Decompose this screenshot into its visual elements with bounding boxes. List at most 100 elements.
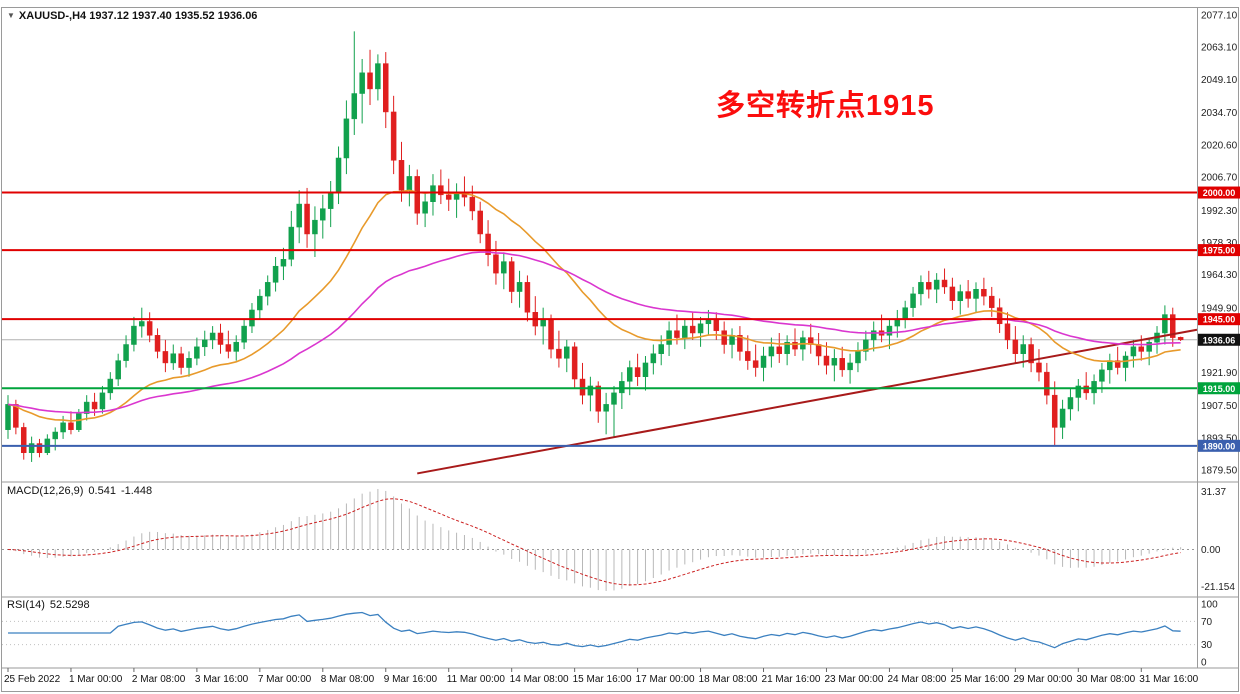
candle-body <box>587 385 594 396</box>
candle-body <box>713 318 720 331</box>
candle-body <box>571 346 578 380</box>
candle-body <box>1036 362 1042 373</box>
candle-body <box>1138 346 1145 352</box>
price-tag <box>1198 333 1240 346</box>
candle-body <box>1067 397 1074 410</box>
candle-body <box>312 219 318 235</box>
candle-body <box>485 233 491 255</box>
candle-body <box>202 339 208 348</box>
candle-body <box>1114 360 1121 368</box>
candle-body <box>1177 337 1184 341</box>
price-tag-label: 1890.00 <box>1203 441 1236 451</box>
time-axis-label: 14 Mar 08:00 <box>510 674 569 685</box>
candle-body <box>784 341 790 354</box>
candle-body <box>304 203 310 235</box>
candle-body <box>823 355 830 366</box>
price-tag <box>1198 186 1240 199</box>
rsi-axis-label: 0 <box>1201 658 1207 669</box>
price-axis-label: 2063.10 <box>1201 43 1238 54</box>
candle-body <box>367 72 373 90</box>
rsi-axis-label: 30 <box>1201 640 1213 651</box>
candle-body <box>327 192 334 209</box>
time-axis-label: 21 Mar 16:00 <box>762 674 821 685</box>
candle-body <box>611 392 617 405</box>
macd-value-main: 0.541 <box>88 485 116 497</box>
candle-body <box>5 404 11 430</box>
candle-body <box>540 318 546 327</box>
time-axis-label: 29 Mar 00:00 <box>1013 674 1072 685</box>
candle-body <box>414 176 420 214</box>
time-axis-label: 7 Mar 00:00 <box>258 674 312 685</box>
rsi-value: 52.5298 <box>49 599 90 611</box>
candle-body <box>847 362 853 371</box>
candle-body <box>154 335 161 352</box>
candle-body <box>233 341 239 352</box>
candle-body <box>839 358 845 371</box>
candle-body <box>445 194 452 200</box>
time-axis-label: 2 Mar 08:00 <box>132 674 186 685</box>
trendline <box>417 328 1198 475</box>
candle-body <box>438 185 444 196</box>
price-tag-label: 1975.00 <box>1203 246 1236 256</box>
time-axis-label: 3 Mar 16:00 <box>195 674 249 685</box>
candle-body <box>194 346 200 359</box>
candle-body <box>996 307 1003 325</box>
price-tag-label: 1945.00 <box>1203 315 1236 325</box>
candle-body <box>280 259 287 267</box>
candle-body <box>99 392 106 410</box>
price-axis-label: 2006.70 <box>1201 173 1238 184</box>
candle-body <box>989 295 995 308</box>
candle-body <box>296 203 302 228</box>
candle-body <box>91 401 98 410</box>
candle-body <box>477 210 483 235</box>
price-axis-label: 1907.50 <box>1201 401 1238 412</box>
rsi-axis-label: 100 <box>1201 600 1218 611</box>
price-axis-label: 2020.60 <box>1201 141 1238 152</box>
candle-body <box>870 330 877 341</box>
candle-body <box>792 341 798 350</box>
candle-body <box>288 226 295 260</box>
candle-body <box>508 261 515 292</box>
candle-body <box>902 307 908 320</box>
candle-body <box>933 279 940 290</box>
candle-body <box>619 381 625 394</box>
candle-body <box>186 358 192 368</box>
price-tag-label: 1915.00 <box>1203 384 1236 394</box>
rsi-panel-label: RSI(14) 52.5298 <box>7 599 95 611</box>
macd-panel-label: MACD(12,26,9) 0.541 -1.448 <box>7 485 157 497</box>
price-axis-label: 1978.30 <box>1201 238 1238 249</box>
macd-axis-label: -21.154 <box>1201 582 1235 593</box>
time-axis-label: 11 Mar 00:00 <box>447 674 506 685</box>
candle-body <box>257 295 263 311</box>
candle-body <box>390 111 397 161</box>
candle-body <box>768 346 775 357</box>
time-axis-label: 9 Mar 16:00 <box>384 674 438 685</box>
price-axis-label: 2049.10 <box>1201 75 1238 86</box>
candle-body <box>241 325 247 343</box>
symbol-dropdown-icon[interactable]: ▼ <box>7 11 15 20</box>
candle-body <box>516 282 523 292</box>
macd-axis-label: 31.37 <box>1201 487 1226 498</box>
macd-signal-line <box>7 498 1181 586</box>
price-tag <box>1198 382 1240 395</box>
candle-body <box>524 282 531 313</box>
candle-body <box>831 358 838 366</box>
candle-body <box>745 351 751 361</box>
candle-body <box>941 279 948 288</box>
candle-body <box>501 261 507 274</box>
candle-body <box>1028 344 1034 364</box>
price-axis-label: 1964.30 <box>1201 270 1238 281</box>
candle-body <box>666 330 672 345</box>
rsi-axis-label: 70 <box>1201 617 1213 628</box>
candle-body <box>1091 381 1097 394</box>
ma-fast-line <box>7 189 1181 422</box>
time-axis-label: 30 Mar 08:00 <box>1076 674 1135 685</box>
candle-body <box>1170 314 1176 338</box>
candle-body <box>383 63 389 113</box>
price-axis-label: 2077.10 <box>1201 11 1238 22</box>
candle-body <box>469 196 476 212</box>
price-axis-label: 1893.50 <box>1201 433 1238 444</box>
candle-body <box>1004 323 1011 341</box>
price-tag <box>1198 313 1240 326</box>
